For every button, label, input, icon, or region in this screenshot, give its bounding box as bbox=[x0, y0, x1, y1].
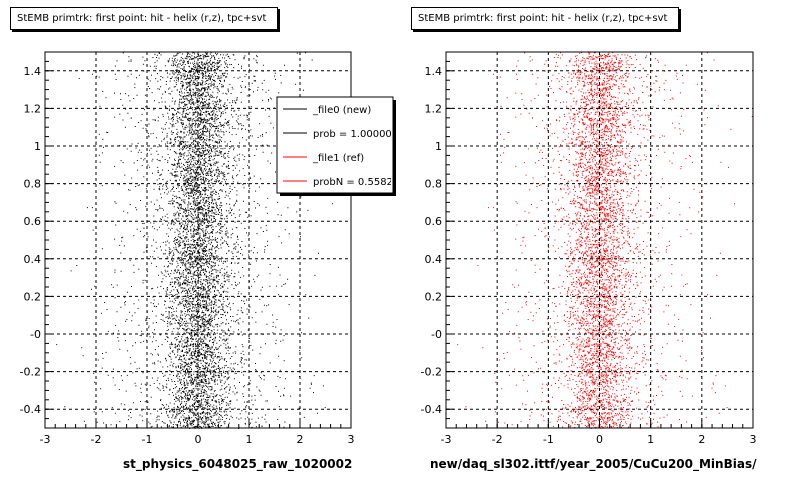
right-x-axis-label: new/daq_sl302.ittf/year_2005/CuCu200_Min… bbox=[430, 457, 757, 471]
y-tick-label: -0.2 bbox=[20, 366, 41, 379]
legend-entry-label: _file1 (ref) bbox=[312, 153, 364, 164]
scatter-points bbox=[457, 52, 753, 429]
y-tick-label: 0.4 bbox=[24, 253, 42, 266]
y-tick-label: -0.4 bbox=[20, 403, 41, 416]
right-plot-title: StEMB primtrk: first point: hit - helix … bbox=[411, 7, 679, 30]
y-tick-label: 0.8 bbox=[24, 178, 42, 191]
x-tick-label: 0 bbox=[195, 433, 202, 446]
x-tick-label: 3 bbox=[750, 433, 757, 446]
y-tick-label: 1 bbox=[34, 140, 41, 153]
y-tick-label: 1.4 bbox=[425, 65, 443, 78]
x-tick-label: -3 bbox=[40, 433, 51, 446]
x-tick-label: 3 bbox=[348, 433, 355, 446]
x-tick-label: -3 bbox=[441, 433, 452, 446]
grid bbox=[446, 52, 753, 428]
y-tick-label: 0.6 bbox=[24, 215, 42, 228]
y-tick-label: 1.4 bbox=[24, 65, 42, 78]
axes: -3 -2 -1 0 1 2 3 -0.4 -0.2 -0 0.2 0.4 0.6 0.8 1 1.2 1.4 bbox=[421, 51, 757, 446]
y-tick-label: 1.2 bbox=[24, 102, 42, 115]
x-tick-label: 1 bbox=[246, 433, 253, 446]
x-tick-label: 2 bbox=[297, 433, 304, 446]
y-tick-label: 0.6 bbox=[425, 215, 443, 228]
y-tick-label: 0.2 bbox=[24, 290, 42, 303]
x-tick-label: 0 bbox=[596, 433, 603, 446]
plot-legend[interactable]: _file0 (new) prob = 1.000000 _file1 (ref) p… bbox=[276, 96, 406, 196]
axes: -3 -2 -1 0 1 2 3 -0.4 -0.2 -0 0.2 0.4 0.6 0.8 1 1.2 1.4 bbox=[20, 51, 355, 446]
left-x-axis-label: st_physics_6048025_raw_1020002 bbox=[123, 457, 353, 471]
y-tick-label: 1.2 bbox=[425, 102, 443, 115]
x-tick-label: 2 bbox=[698, 433, 705, 446]
left-plot-title: StEMB primtrk: first point: hit - helix … bbox=[10, 7, 278, 30]
x-tick-label: 1 bbox=[647, 433, 654, 446]
y-tick-label: -0.2 bbox=[421, 366, 442, 379]
legend-entry-label: probN = 0.558261 bbox=[313, 177, 406, 188]
x-tick-label: -1 bbox=[543, 433, 554, 446]
scatter-points bbox=[56, 52, 351, 429]
y-tick-label: 0.2 bbox=[425, 290, 443, 303]
x-tick-label: -1 bbox=[142, 433, 153, 446]
legend-entry-label: _file0 (new) bbox=[312, 105, 371, 116]
y-tick-label: 1 bbox=[435, 140, 442, 153]
y-tick-label: 0.4 bbox=[425, 253, 443, 266]
right-scatter-plot[interactable]: -3 -2 -1 0 1 2 3 -0.4 -0.2 -0 0.2 0.4 0.6 0.8 1 1.2 1.4 bbox=[421, 51, 757, 446]
y-tick-label: 0.8 bbox=[425, 178, 443, 191]
scatter-point-cloud bbox=[56, 52, 351, 429]
legend-box bbox=[276, 96, 394, 194]
scatter-point-cloud bbox=[457, 52, 753, 429]
y-tick-label: -0 bbox=[431, 328, 442, 341]
x-tick-label: -2 bbox=[91, 433, 102, 446]
y-tick-label: -0 bbox=[30, 328, 41, 341]
y-tick-label: -0.4 bbox=[421, 403, 442, 416]
x-tick-label: -2 bbox=[492, 433, 503, 446]
legend-entry-label: prob = 1.000000 bbox=[313, 129, 398, 140]
